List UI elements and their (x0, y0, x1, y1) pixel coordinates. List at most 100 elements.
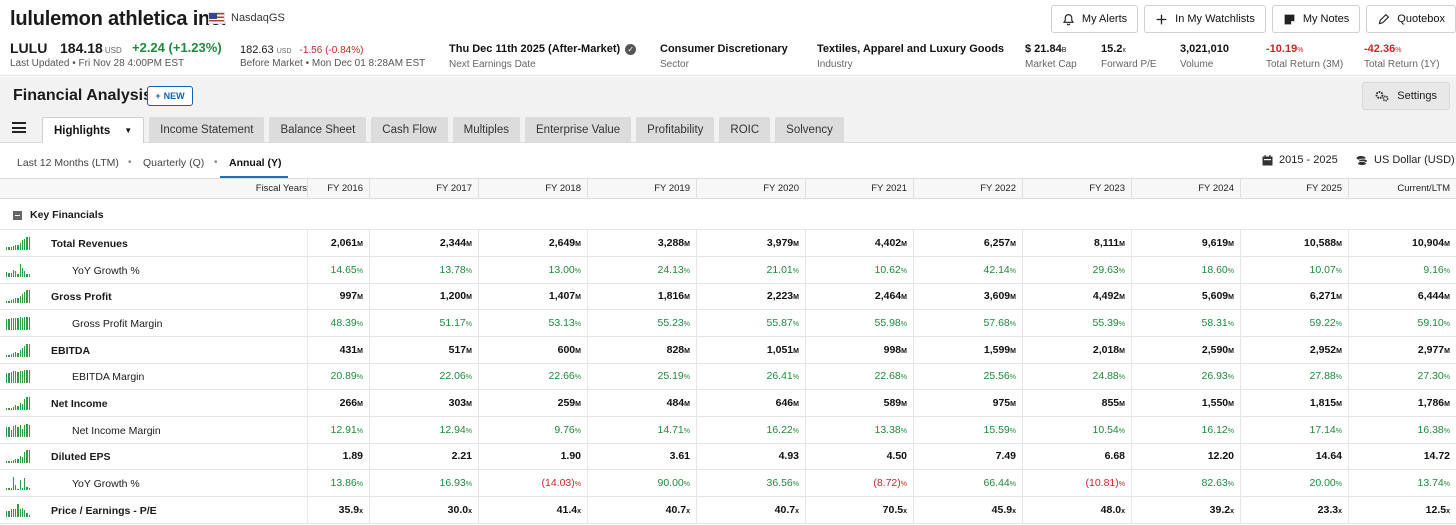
sparkline-bar (17, 273, 19, 277)
sparkline-bar (8, 407, 10, 410)
table-cell: 22.68% (805, 363, 913, 390)
row-label: Net Income (51, 398, 108, 410)
sparkline-bar (8, 272, 10, 277)
table-cell: 1,200M (369, 283, 478, 310)
sparkline-bar (26, 512, 28, 517)
settings-button[interactable]: Settings (1362, 82, 1450, 110)
table-cell: 30.0x (369, 497, 478, 524)
sparkline-chart[interactable] (6, 477, 30, 490)
sparkline-bar (8, 247, 10, 250)
sparkline-chart[interactable] (6, 370, 30, 383)
collapse-icon[interactable] (13, 211, 22, 220)
table-row[interactable]: EBITDA Margin 20.89% 22.06% 22.66% 25.19% 26.… (0, 363, 1456, 390)
sparkline-chart[interactable] (6, 237, 30, 250)
analysis-tabs: Highlights ▼ Income Statement Balance She… (42, 117, 844, 143)
last-updated: Last Updated • Fri Nov 28 4:00PM EST (10, 58, 185, 69)
market-cap-stat: $ 21.84B Market Cap (1025, 43, 1077, 70)
table-cell: 22.66% (478, 363, 587, 390)
menu-icon[interactable] (12, 122, 26, 133)
table-cell: 13.00% (478, 257, 587, 284)
sparkline-bar (8, 372, 10, 383)
sparkline-chart[interactable] (6, 264, 30, 277)
bell-icon (1062, 13, 1074, 25)
sparkline-chart[interactable] (6, 450, 30, 463)
year-range-selector[interactable]: 2015 - 2025 (1262, 154, 1338, 166)
tab-enterprise-value[interactable]: Enterprise Value (525, 117, 632, 143)
table-row[interactable]: EBITDA 431M 517M 600M 828M 1,051M 998M 1,599M 2,… (0, 337, 1456, 364)
sparkline-chart[interactable] (6, 504, 30, 517)
tab-profitability[interactable]: Profitability (636, 117, 715, 143)
table-cell: 27.88% (1240, 363, 1348, 390)
table-cell: 48.39% (307, 310, 369, 337)
sparkline-bar (12, 509, 15, 517)
sparkline-bar (12, 459, 15, 463)
table-cell: 14.65% (307, 257, 369, 284)
sparkline-chart[interactable] (6, 317, 30, 330)
sparkline-bar (21, 348, 24, 357)
table-row[interactable]: Total Revenues 2,061M 2,344M 2,649M 3,288M 3,… (0, 230, 1456, 257)
table-cell: 45.9x (913, 497, 1022, 524)
currency-selector[interactable]: US Dollar (USD) (1356, 154, 1455, 166)
table-cell: 22.06% (369, 363, 478, 390)
new-button[interactable]: + NEW (147, 86, 193, 106)
tab-income-statement[interactable]: Income Statement (149, 117, 265, 143)
table-cell: 9.76% (478, 417, 587, 444)
my-alerts-button[interactable]: My Alerts (1050, 5, 1139, 33)
quote-header: lululemon athletica inc. NasdaqGS My Ale… (0, 0, 1456, 76)
table-cell: 16.38% (1348, 417, 1456, 444)
watchlists-button[interactable]: In My Watchlists (1144, 5, 1266, 33)
tab-roic[interactable]: ROIC (719, 117, 771, 143)
sparkline-bar (15, 405, 17, 410)
period-quarterly[interactable]: Quarterly (Q) (143, 157, 205, 169)
table-cell: 9.16% (1348, 257, 1456, 284)
table-row[interactable]: Net Income 266M 303M 259M 484M 646M 589M 975M 85… (0, 390, 1456, 417)
table-row[interactable]: Gross Profit Margin 48.39% 51.17% 53.13% 55.… (0, 310, 1456, 337)
table-cell: 1.90 (478, 443, 587, 470)
active-period-indicator (220, 176, 288, 178)
table-cell: (14.03)% (478, 470, 587, 497)
tab-balance-sheet[interactable]: Balance Sheet (269, 117, 367, 143)
sparkline-bar (19, 480, 21, 490)
tab-cash-flow[interactable]: Cash Flow (371, 117, 448, 143)
table-row[interactable]: Net Income Margin 12.91% 12.94% 9.76% 14.71%… (0, 417, 1456, 444)
table-cell: 589M (805, 390, 913, 417)
table-row[interactable]: Diluted EPS 1.89 2.21 1.90 3.61 4.93 4.50 7.49 6… (0, 443, 1456, 470)
exchange-info: NasdaqGS (208, 12, 285, 24)
table-cell: 12.20 (1131, 443, 1240, 470)
sparkline-bar (10, 354, 12, 357)
sparkline-bar (17, 426, 19, 437)
my-notes-button[interactable]: My Notes (1271, 5, 1361, 33)
table-cell: 20.00% (1240, 470, 1348, 497)
tab-highlights[interactable]: Highlights ▼ (42, 117, 145, 143)
sparkline-bar (10, 509, 12, 517)
sparkline-bar (15, 370, 17, 383)
table-row[interactable]: YoY Growth % 13.86% 16.93% (14.03)% 90.00% 36… (0, 470, 1456, 497)
sparkline-chart[interactable] (6, 290, 30, 303)
table-row[interactable]: YoY Growth % 14.65% 13.78% 13.00% 24.13% 21.0… (0, 257, 1456, 284)
sparkline-bar (17, 244, 19, 250)
tab-solvency[interactable]: Solvency (775, 117, 844, 143)
period-annual[interactable]: Annual (Y) (229, 157, 282, 169)
table-cell: 6,271M (1240, 283, 1348, 310)
sparkline-chart[interactable] (6, 344, 30, 357)
tab-multiples[interactable]: Multiples (452, 117, 520, 143)
sparkline-bar (15, 458, 17, 463)
sparkline-chart[interactable] (6, 424, 30, 437)
table-row[interactable]: Price / Earnings - P/E 35.9x 30.0x 41.4x 40.… (0, 497, 1456, 524)
chevron-down-icon: ▼ (124, 126, 133, 135)
sparkline-bar (26, 237, 28, 250)
table-cell: 16.93% (369, 470, 478, 497)
section-key-financials[interactable]: Key Financials (0, 200, 1456, 230)
sparkline-chart[interactable] (6, 397, 30, 410)
table-cell: 90.00% (587, 470, 696, 497)
plus-icon: + (155, 91, 161, 101)
sparkline-bar (6, 408, 8, 410)
table-cell: 2.21 (369, 443, 478, 470)
sparkline-bar (12, 371, 15, 383)
table-row[interactable]: Gross Profit 997M 1,200M 1,407M 1,816M 2,223M… (0, 283, 1456, 310)
sparkline-bar (17, 317, 19, 330)
period-ltm[interactable]: Last 12 Months (LTM) (17, 157, 119, 169)
table-cell: 8,111M (1022, 230, 1131, 257)
quotebox-button[interactable]: Quotebox (1366, 5, 1456, 33)
sparkline-bar (8, 511, 10, 517)
